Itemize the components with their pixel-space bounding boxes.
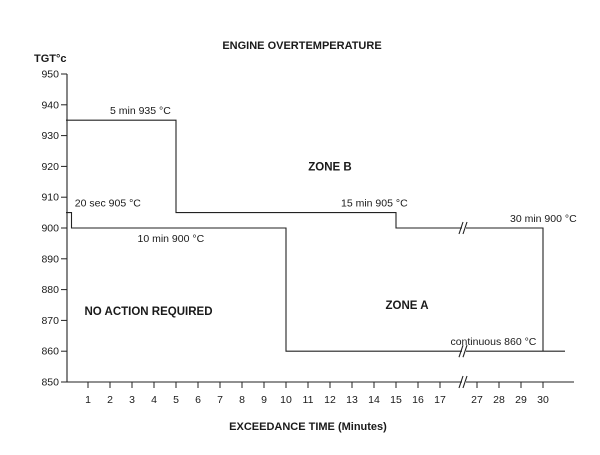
y-axis-title: TGT°c bbox=[34, 53, 67, 65]
zone-label: ZONE A bbox=[385, 300, 428, 312]
x-tick-label: 9 bbox=[261, 394, 267, 406]
x-tick-label: 10 bbox=[280, 394, 292, 406]
x-tick-label: 28 bbox=[493, 394, 505, 406]
y-tick-label: 950 bbox=[41, 69, 59, 81]
x-tick-label: 27 bbox=[471, 394, 483, 406]
annotation-label: continuous 860 °C bbox=[450, 336, 536, 348]
break-slash bbox=[458, 375, 464, 389]
axis-break-marks bbox=[458, 221, 468, 389]
x-axis-title: EXCEEDANCE TIME (Minutes) bbox=[229, 421, 387, 433]
limit-line-2 bbox=[66, 212, 462, 352]
break-slash bbox=[462, 375, 468, 389]
annotation-label: 30 min 900 °C bbox=[510, 213, 577, 225]
y-tick-label: 900 bbox=[41, 223, 59, 235]
y-tick-label: 860 bbox=[41, 346, 59, 358]
annotation-label: 10 min 900 °C bbox=[138, 233, 205, 245]
zone-labels: ZONE B ZONE A NO ACTION REQUIRED bbox=[85, 161, 429, 318]
y-tick-label: 850 bbox=[41, 377, 59, 389]
x-tick-label: 17 bbox=[434, 394, 446, 406]
y-tick-label: 940 bbox=[41, 99, 59, 111]
x-tick-label: 8 bbox=[239, 394, 245, 406]
x-tick-label: 16 bbox=[412, 394, 424, 406]
x-tick-label: 5 bbox=[173, 394, 179, 406]
x-tick-label: 1 bbox=[85, 394, 91, 406]
chart-title: ENGINE OVERTEMPERATURE bbox=[222, 40, 381, 52]
y-tick-label: 920 bbox=[41, 161, 59, 173]
y-tick-label: 890 bbox=[41, 253, 59, 265]
break-slash bbox=[462, 221, 468, 235]
x-tick-label: 6 bbox=[195, 394, 201, 406]
zone-label: ZONE B bbox=[308, 161, 351, 173]
annotation-label: 20 sec 905 °C bbox=[75, 198, 141, 210]
zone-label: NO ACTION REQUIRED bbox=[85, 306, 213, 318]
x-tick-label: 13 bbox=[346, 394, 358, 406]
x-tick-label: 30 bbox=[537, 394, 549, 406]
x-tick-label: 15 bbox=[390, 394, 402, 406]
x-tick-label: 11 bbox=[303, 394, 314, 406]
chart-series bbox=[66, 119, 565, 352]
annotation-label: 15 min 905 °C bbox=[341, 198, 408, 210]
x-tick-label: 14 bbox=[368, 394, 380, 406]
x-tick-label: 3 bbox=[129, 394, 135, 406]
x-tick-label: 7 bbox=[217, 394, 223, 406]
x-axis-ticks: 1 2 3 4 5 6 7 8 9 10 11 12 13 14 15 16 17 27 28 29 30 bbox=[85, 382, 549, 406]
y-tick-label: 870 bbox=[41, 315, 59, 327]
chart-annotations: 5 min 935 °C 20 sec 905 °C 10 min 900 °C 15… bbox=[75, 105, 577, 348]
y-tick-label: 930 bbox=[41, 130, 59, 142]
y-tick-label: 910 bbox=[41, 192, 59, 204]
limit-line-1 bbox=[66, 119, 462, 229]
break-slash bbox=[458, 345, 464, 358]
break-slash bbox=[458, 221, 464, 235]
limit-line-1 bbox=[466, 227, 544, 352]
x-tick-label: 12 bbox=[324, 394, 336, 406]
x-tick-label: 4 bbox=[151, 394, 157, 406]
y-axis-ticks: 850 860 870 880 890 900 910 920 930 940 950 bbox=[41, 69, 67, 389]
y-tick-label: 880 bbox=[41, 284, 59, 296]
break-slash bbox=[462, 345, 468, 358]
x-tick-label: 29 bbox=[515, 394, 527, 406]
x-tick-label: 2 bbox=[107, 394, 113, 406]
annotation-label: 5 min 935 °C bbox=[110, 105, 171, 117]
